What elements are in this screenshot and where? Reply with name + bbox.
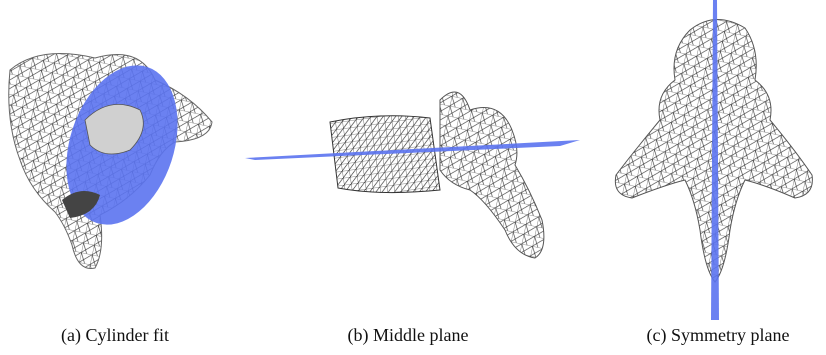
caption: (a) Cylinder fit — [61, 325, 169, 346]
mesh-process — [440, 92, 544, 258]
caption: (b) Middle plane — [348, 325, 469, 346]
caption: (c) Symmetry plane — [647, 325, 790, 346]
subfigure-a — [9, 51, 212, 269]
figure: (a) Cylinder fit (b) Middle plane (c) Sy… — [0, 0, 826, 355]
subfigure-c — [615, 0, 812, 320]
subfigure-b — [245, 92, 580, 258]
